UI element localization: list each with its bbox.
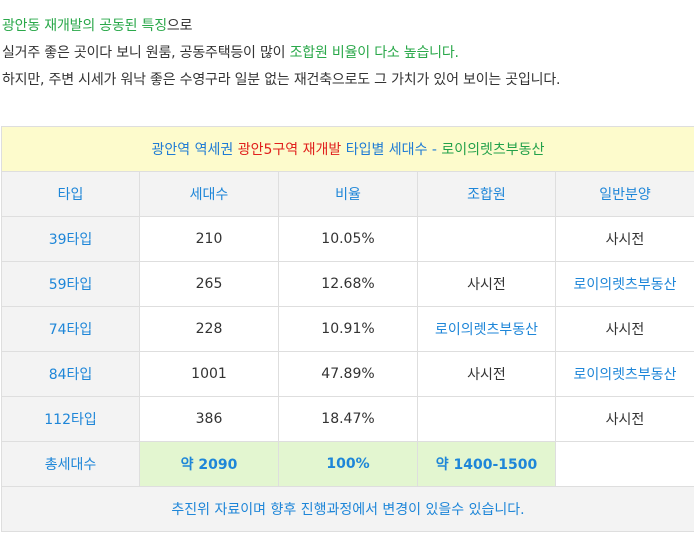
cell-ratio: 10.05% (278, 216, 418, 262)
header-member: 조합원 (417, 171, 556, 217)
intro-text-head: 실거주 좋은 곳이다 보니 원룸, 공동주택등이 많이 (2, 45, 290, 61)
table-row: 39타입 210 10.05% 사시전 (1, 216, 694, 262)
cell-ratio: 18.47% (278, 396, 418, 442)
table-header-row: 타입 세대수 비율 조합원 일반분양 (1, 171, 694, 217)
cell-type: 112타입 (1, 396, 140, 442)
cell-general: 사시전 (555, 396, 694, 442)
cell-units: 210 (139, 216, 279, 262)
total-general (555, 441, 694, 487)
table-row: 74타입 228 10.91% 로이의렛츠부동산 사시전 (1, 306, 694, 352)
total-member: 약 1400-1500 (417, 441, 556, 487)
header-type: 타입 (1, 171, 140, 217)
intro-line-3: 하지만, 주변 시세가 워낙 좋은 수영구라 일분 없는 재건축으로도 그 가치… (2, 72, 561, 88)
cell-type: 84타입 (1, 351, 140, 397)
note-row: 추진위 자료이며 향후 진행과정에서 변경이 있을수 있습니다. (1, 486, 694, 532)
table-row: 112타입 386 18.47% 사시전 (1, 396, 694, 442)
table-note: 추진위 자료이며 향후 진행과정에서 변경이 있을수 있습니다. (1, 486, 694, 532)
cell-member: 로이의렛츠부동산 (417, 306, 556, 352)
cell-ratio: 10.91% (278, 306, 418, 352)
table-caption-row: 광안역 역세권 광안5구역 재개발 타입별 세대수 - 로이의렛츠부동산 (1, 126, 694, 172)
cell-member (417, 216, 556, 262)
cell-units: 1001 (139, 351, 279, 397)
cell-ratio: 12.68% (278, 261, 418, 307)
total-row: 총세대수 약 2090 100% 약 1400-1500 (1, 441, 694, 487)
caption-subject: 타입별 세대수 - (341, 142, 442, 158)
cell-type: 39타입 (1, 216, 140, 262)
cell-type: 59타입 (1, 261, 140, 307)
intro-line-2: 실거주 좋은 곳이다 보니 원룸, 공동주택등이 많이 조합원 비율이 다소 높… (2, 40, 560, 67)
cell-member (417, 396, 556, 442)
table-caption: 광안역 역세권 광안5구역 재개발 타입별 세대수 - 로이의렛츠부동산 (1, 126, 694, 172)
intro-text-tail: 으로 (166, 18, 193, 34)
cell-member: 사시전 (417, 351, 556, 397)
cell-units: 386 (139, 396, 279, 442)
header-ratio: 비율 (278, 171, 418, 217)
total-label: 총세대수 (1, 441, 140, 487)
header-units: 세대수 (139, 171, 279, 217)
total-units: 약 2090 (139, 441, 279, 487)
total-ratio: 100% (278, 441, 418, 487)
header-general: 일반분양 (555, 171, 694, 217)
table-row: 84타입 1001 47.89% 사시전 로이의렛츠부동산 (1, 351, 694, 397)
intro-line-1: 광안동 재개발의 공동된 특징으로 (2, 13, 560, 40)
cell-ratio: 47.89% (278, 351, 418, 397)
caption-station: 광안역 역세권 (151, 142, 238, 158)
unit-type-table: 광안역 역세권 광안5구역 재개발 타입별 세대수 - 로이의렛츠부동산 타입 … (1, 126, 694, 532)
cell-units: 228 (139, 306, 279, 352)
cell-general: 로이의렛츠부동산 (555, 261, 694, 307)
intro-highlight-member-ratio: 조합원 비율이 다소 높습니다. (289, 45, 459, 61)
table-row: 59타입 265 12.68% 사시전 로이의렛츠부동산 (1, 261, 694, 307)
cell-general: 사시전 (555, 306, 694, 352)
caption-district: 광안5구역 재개발 (237, 142, 342, 158)
cell-type: 74타입 (1, 306, 140, 352)
intro-highlight: 광안동 재개발의 공동된 특징 (2, 18, 167, 34)
cell-general: 로이의렛츠부동산 (555, 351, 694, 397)
cell-units: 265 (139, 261, 279, 307)
caption-source: 로이의렛츠부동산 (441, 142, 545, 158)
cell-member: 사시전 (417, 261, 556, 307)
cell-general: 사시전 (555, 216, 694, 262)
intro-text: 광안동 재개발의 공동된 특징으로 실거주 좋은 곳이다 보니 원룸, 공동주택… (2, 13, 560, 94)
